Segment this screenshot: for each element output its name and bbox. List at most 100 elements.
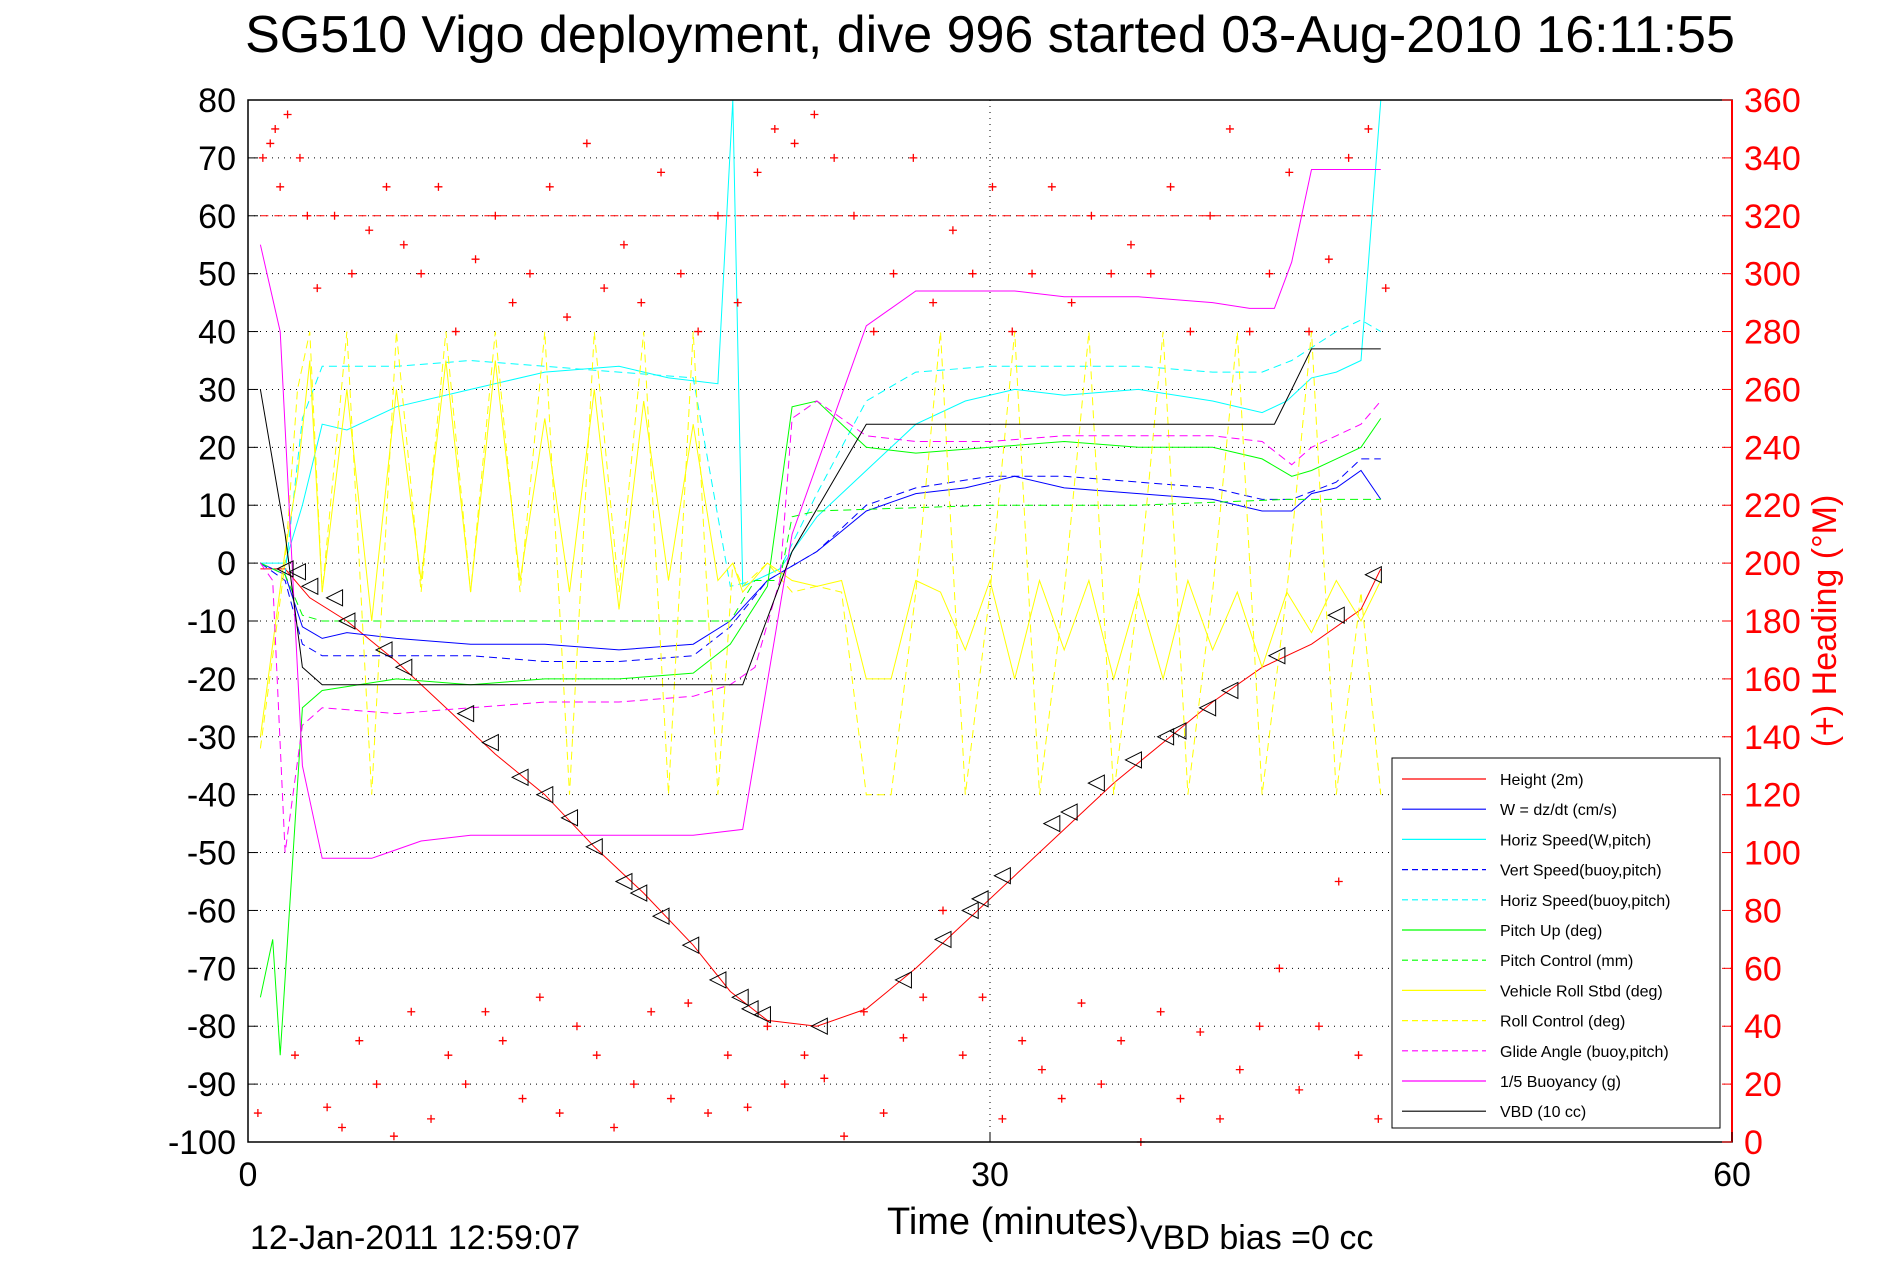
x-tick-label: 0 bbox=[239, 1156, 258, 1194]
heading-point bbox=[694, 327, 703, 336]
series-vbd bbox=[259, 348, 1381, 686]
left-axis-ticks: 80 70 60 50 40 30 20 10 0 -10 -20 -30 -40 -50 -60 -70 -8… bbox=[168, 82, 258, 1162]
heading-point bbox=[382, 182, 391, 191]
heading-point bbox=[1381, 284, 1390, 293]
y-left-tick-label: 20 bbox=[198, 429, 236, 467]
series-horiz_speed_w bbox=[260, 99, 1382, 588]
height-marker bbox=[394, 658, 413, 677]
heading-point bbox=[684, 999, 693, 1008]
heading-point bbox=[770, 124, 779, 133]
heading-point bbox=[1057, 1094, 1066, 1103]
heading-point bbox=[1176, 1094, 1185, 1103]
height-marker bbox=[681, 936, 700, 954]
height-marker bbox=[1087, 774, 1105, 792]
heading-point bbox=[820, 1074, 829, 1083]
heading-point bbox=[295, 153, 304, 162]
height-marker bbox=[753, 1005, 771, 1024]
legend-label: Pitch Control (mm) bbox=[1500, 953, 1633, 970]
heading-point bbox=[535, 993, 544, 1002]
heading-point bbox=[948, 226, 957, 235]
heading-point bbox=[1275, 964, 1284, 973]
height-marker bbox=[1364, 565, 1382, 584]
heading-point bbox=[780, 1080, 789, 1089]
heading-point bbox=[481, 1007, 490, 1016]
heading-point bbox=[290, 1051, 299, 1060]
y-right-tick-label: 300 bbox=[1744, 256, 1801, 294]
heading-point bbox=[790, 139, 799, 148]
right-axis-ticks: 3603403203002802602402202001801601401201… bbox=[1722, 82, 1801, 1162]
x-axis-label: Time (minutes) bbox=[887, 1201, 1139, 1243]
height-marker bbox=[810, 1017, 828, 1036]
heading-point bbox=[1117, 1036, 1126, 1045]
heading-point bbox=[619, 240, 628, 249]
heading-point bbox=[1067, 298, 1076, 307]
heading-point bbox=[572, 1022, 581, 1031]
y-right-tick-label: 180 bbox=[1744, 603, 1801, 641]
heading-point bbox=[399, 240, 408, 249]
heading-point bbox=[704, 1109, 713, 1118]
heading-point bbox=[372, 1080, 381, 1089]
height-marker bbox=[708, 971, 727, 989]
heading-point bbox=[909, 153, 918, 162]
y-left-tick-label: 70 bbox=[198, 140, 236, 178]
legend-label: Horiz Speed(W,pitch) bbox=[1500, 832, 1651, 849]
heading-point bbox=[733, 298, 742, 307]
height-marker bbox=[731, 988, 749, 1007]
heading-point bbox=[1186, 327, 1195, 336]
series-glide_angle bbox=[259, 400, 1382, 853]
heading-point bbox=[347, 269, 356, 278]
heading-point bbox=[840, 1132, 849, 1141]
heading-point bbox=[723, 1051, 732, 1060]
heading-point bbox=[313, 284, 322, 293]
series-lines bbox=[259, 99, 1382, 1056]
heading-point bbox=[1037, 1065, 1046, 1074]
heading-point bbox=[1087, 211, 1096, 220]
series-roll_control bbox=[259, 331, 1382, 796]
height-marker bbox=[481, 733, 499, 752]
series-pitch_up bbox=[259, 400, 1382, 1056]
heading-point bbox=[417, 269, 426, 278]
y-left-tick-label: -70 bbox=[187, 950, 236, 988]
height-marker bbox=[629, 884, 648, 902]
heading-point bbox=[407, 1007, 416, 1016]
heading-point bbox=[1028, 269, 1037, 278]
y-left-tick-label: -60 bbox=[187, 892, 236, 930]
y-left-tick-label: 40 bbox=[198, 314, 236, 352]
series-w bbox=[260, 469, 1382, 651]
y-right-tick-label: 280 bbox=[1744, 314, 1801, 352]
vbd-bias: VBD bias =0 cc bbox=[1140, 1219, 1373, 1257]
heading-point bbox=[365, 226, 374, 235]
height-marker bbox=[1060, 803, 1078, 821]
heading-point bbox=[1344, 153, 1353, 162]
height-marker bbox=[1267, 646, 1286, 665]
legend-label: Vehicle Roll Stbd (deg) bbox=[1500, 983, 1663, 1000]
height-marker bbox=[1220, 681, 1239, 700]
y-left-tick-label: -50 bbox=[187, 835, 236, 873]
heading-point bbox=[810, 110, 819, 119]
heading-point bbox=[1146, 269, 1155, 278]
heading-point bbox=[330, 211, 339, 220]
y-left-tick-label: 80 bbox=[198, 82, 236, 120]
y-left-tick-label: 60 bbox=[198, 198, 236, 236]
heading-point bbox=[258, 153, 267, 162]
heading-point bbox=[849, 211, 858, 220]
height-marker bbox=[325, 589, 344, 607]
y-right-tick-label: 20 bbox=[1744, 1066, 1782, 1104]
y-right-tick-label: 340 bbox=[1744, 140, 1801, 178]
heading-point bbox=[508, 298, 517, 307]
y-right-tick-label: 120 bbox=[1744, 777, 1801, 815]
heading-point bbox=[1166, 182, 1175, 191]
heading-point bbox=[1314, 1022, 1323, 1031]
x-tick-label: 60 bbox=[1713, 1156, 1751, 1194]
series-vehicle_roll bbox=[259, 360, 1382, 737]
heading-point bbox=[743, 1103, 752, 1112]
heading-point bbox=[1156, 1007, 1165, 1016]
heading-point bbox=[800, 1051, 809, 1060]
heading-point bbox=[545, 182, 554, 191]
heading-point bbox=[629, 1080, 638, 1089]
heading-point bbox=[637, 298, 646, 307]
y-right-tick-label: 0 bbox=[1744, 1124, 1763, 1162]
heading-point bbox=[323, 1103, 332, 1112]
heading-point bbox=[1097, 1080, 1106, 1089]
y-left-tick-label: 10 bbox=[198, 487, 236, 525]
